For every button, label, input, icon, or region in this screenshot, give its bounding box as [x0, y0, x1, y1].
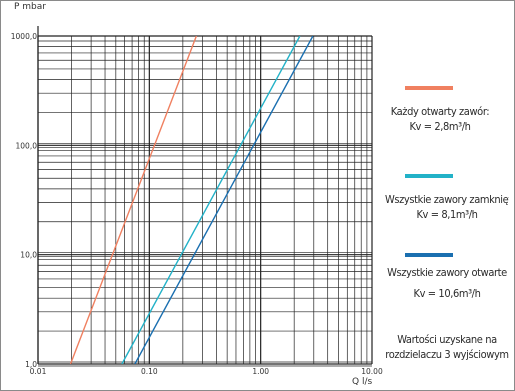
x-tick-label: 0.01 — [30, 367, 47, 376]
legend-swatch-series-2 — [405, 174, 453, 178]
legend-line-1-series-2: Wszystkie zawory zamknięte — [385, 193, 509, 206]
y-tick-label: 1,0 — [25, 360, 37, 369]
x-tick-label: 10.00 — [361, 367, 383, 376]
chart-note-line-1: Wartości uzyskane na — [397, 333, 497, 346]
chart-note-line-2: rozdzielaczu 3 wyjściowym — [385, 348, 509, 361]
legend-swatch-series-1 — [405, 86, 453, 90]
tick-layer: 1,0 10,0 100,0 1000,0 0.01 0.10 1.00 10.00 — [11, 32, 383, 376]
series-layer — [69, 36, 314, 364]
y-tick-label: 1000,0 — [11, 32, 37, 41]
legend-line-1-series-3: Wszystkie zawory otwarte — [387, 266, 507, 279]
grid-layer — [37, 26, 373, 367]
x-tick-label: 0.10 — [141, 367, 158, 376]
legend-line-2-series-3: Kv = 10,6m³/h — [413, 287, 481, 300]
legend-swatch-series-3 — [405, 253, 453, 257]
series-line-2 — [121, 36, 301, 364]
y-tick-label: 10,0 — [20, 251, 37, 260]
y-axis-label: P mbar — [14, 2, 46, 12]
x-tick-label: 1.00 — [252, 367, 269, 376]
y-tick-label: 100,0 — [16, 141, 38, 150]
legend-line-1-series-1: Każdy otwarty zawór: — [390, 105, 490, 118]
x-axis-label: Q l/s — [352, 377, 373, 387]
series-line-3 — [134, 36, 314, 364]
legend-line-2-series-2: Kv = 8,1m³/h — [416, 208, 478, 221]
legend-line-2-series-1: Kv = 2,8m³/h — [409, 120, 471, 133]
series-line-1 — [69, 36, 198, 364]
